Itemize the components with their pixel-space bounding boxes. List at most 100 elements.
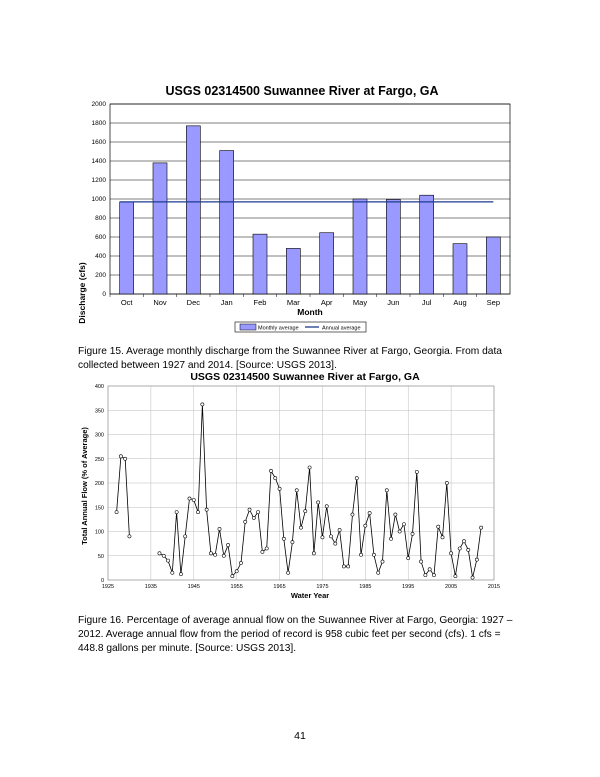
bar-feb bbox=[252, 233, 268, 295]
data-point bbox=[226, 543, 230, 547]
chart2-title: USGS 02314500 Suwannee River at Fargo, G… bbox=[190, 371, 420, 383]
data-point bbox=[333, 541, 338, 546]
data-point bbox=[324, 504, 329, 509]
x-tick-label: Sep bbox=[487, 298, 500, 307]
data-point bbox=[161, 553, 166, 558]
data-point bbox=[457, 546, 462, 551]
chart1-y-tick-labels: 0 200 400 600 800 1000 1200 1400 1600 1800 2000 bbox=[92, 101, 107, 298]
chart2-x-axis-label: Water Year bbox=[291, 591, 329, 600]
bar-mar bbox=[286, 248, 301, 295]
data-point bbox=[183, 534, 188, 539]
data-point bbox=[372, 552, 376, 557]
x-tick-label: May bbox=[353, 298, 367, 307]
data-point bbox=[427, 567, 432, 572]
y-tick-label: 300 bbox=[95, 433, 104, 439]
x-tick-label: 1955 bbox=[231, 584, 243, 590]
data-point bbox=[281, 536, 286, 541]
data-point bbox=[209, 551, 213, 556]
x-tick-label: 1975 bbox=[316, 584, 328, 590]
data-point bbox=[217, 527, 222, 531]
x-tick-label: Feb bbox=[254, 298, 267, 307]
data-point bbox=[127, 534, 132, 539]
data-point bbox=[462, 539, 466, 544]
figure-15-caption: Figure 15. Average monthly discharge fro… bbox=[78, 346, 502, 372]
data-point bbox=[474, 557, 479, 562]
y-tick-label: 1600 bbox=[92, 139, 107, 146]
x-tick-label: Dec bbox=[187, 298, 201, 307]
y-tick-label: 600 bbox=[95, 234, 106, 241]
data-point bbox=[230, 574, 235, 579]
data-point bbox=[393, 512, 398, 517]
bar-nov bbox=[152, 162, 168, 295]
data-point bbox=[419, 559, 423, 564]
data-point bbox=[479, 525, 484, 530]
data-point bbox=[264, 546, 269, 551]
data-point bbox=[170, 570, 175, 575]
bar-oct bbox=[119, 201, 134, 295]
data-point bbox=[213, 552, 218, 557]
monthly-discharge-chart: USGS 02314500 Suwannee River at Fargo, G… bbox=[77, 84, 511, 333]
data-point bbox=[303, 509, 308, 514]
figure-16-caption: Figure 16. Percentage of average annual … bbox=[78, 615, 513, 655]
chart2-x-tick-labels: 1925 1935 1945 1955 1965 1975 1985 1995 2005 2015 bbox=[102, 584, 500, 590]
chart1-bars bbox=[119, 125, 501, 295]
y-tick-label: 250 bbox=[95, 457, 104, 463]
data-point bbox=[196, 510, 200, 515]
y-tick-label: 100 bbox=[95, 530, 104, 536]
data-point bbox=[376, 570, 381, 575]
data-point bbox=[406, 556, 411, 561]
y-tick-label: 350 bbox=[95, 408, 104, 414]
x-tick-label: 1965 bbox=[273, 584, 285, 590]
x-tick-label: 1945 bbox=[188, 584, 200, 590]
x-tick-label: 2015 bbox=[488, 584, 500, 590]
data-point bbox=[367, 511, 372, 515]
chart1-y-axis-label: Discharge (cfs) bbox=[77, 262, 87, 324]
series-line bbox=[159, 404, 482, 578]
data-point bbox=[234, 569, 239, 574]
data-point bbox=[402, 522, 406, 527]
data-point bbox=[260, 549, 265, 554]
data-point bbox=[346, 564, 351, 569]
chart1-x-tick-labels: Oct Nov Dec Jan Feb Mar Apr May Jun Jul Aug Sep bbox=[109, 294, 500, 307]
data-point bbox=[453, 574, 458, 579]
data-point bbox=[466, 548, 471, 552]
data-point bbox=[350, 512, 355, 517]
y-tick-label: 0 bbox=[102, 291, 106, 298]
x-tick-label: 1985 bbox=[359, 584, 371, 590]
data-point bbox=[389, 536, 393, 541]
data-point bbox=[191, 498, 196, 502]
x-tick-label: Jan bbox=[221, 298, 233, 307]
data-point bbox=[239, 561, 243, 565]
y-tick-label: 1200 bbox=[92, 177, 107, 184]
legend-box bbox=[234, 321, 367, 333]
x-tick-label: 1935 bbox=[145, 584, 157, 590]
data-point bbox=[187, 496, 192, 501]
data-point bbox=[444, 481, 449, 485]
data-point bbox=[294, 488, 299, 493]
plot-frame bbox=[107, 385, 495, 581]
data-point bbox=[384, 488, 389, 493]
data-point bbox=[174, 510, 179, 515]
data-point bbox=[256, 510, 261, 515]
data-point bbox=[359, 552, 363, 557]
x-tick-label: Jun bbox=[387, 298, 399, 307]
data-point bbox=[380, 559, 385, 564]
y-tick-label: 50 bbox=[98, 554, 104, 560]
data-point bbox=[114, 510, 119, 515]
data-point bbox=[316, 500, 321, 505]
data-point bbox=[243, 519, 248, 524]
x-tick-label: Jul bbox=[422, 298, 432, 307]
y-tick-label: 800 bbox=[95, 215, 106, 222]
x-tick-label: Apr bbox=[321, 298, 333, 307]
chart2-y-tick-labels: 0 50 100 150 200 250 300 350 400 bbox=[95, 384, 104, 584]
bar-may bbox=[352, 198, 368, 295]
x-tick-label: Nov bbox=[153, 298, 167, 307]
data-point bbox=[118, 454, 123, 459]
data-point bbox=[290, 540, 295, 545]
data-point bbox=[204, 507, 209, 512]
data-point bbox=[269, 468, 273, 473]
chart2-series bbox=[114, 402, 484, 580]
y-tick-label: 1400 bbox=[92, 158, 107, 165]
data-point bbox=[123, 456, 128, 461]
bar-apr bbox=[319, 232, 334, 295]
